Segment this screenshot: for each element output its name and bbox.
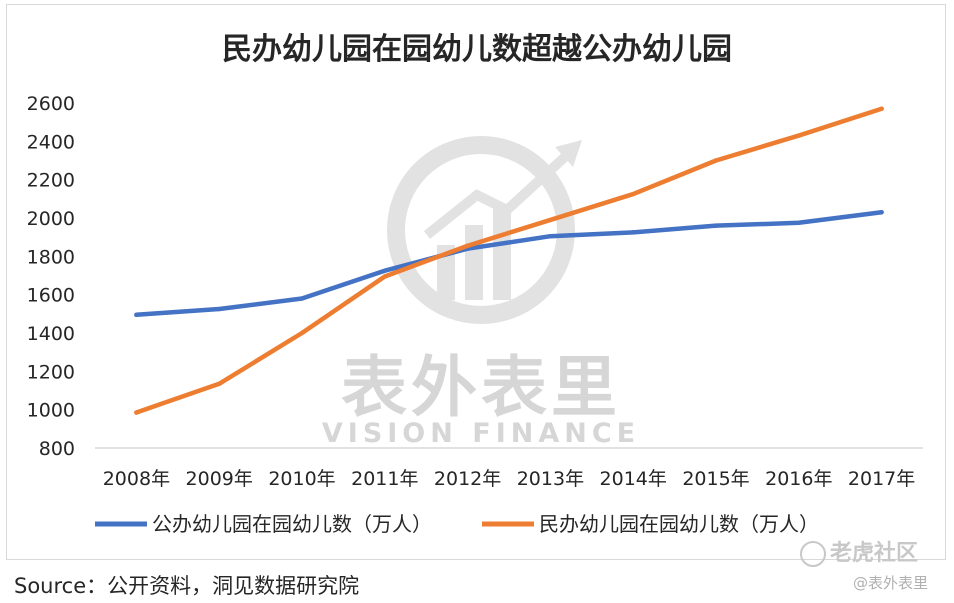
data-point-public	[631, 230, 636, 235]
data-point-public	[713, 223, 719, 228]
x-tick-label: 2013年	[517, 468, 584, 490]
y-tick-label: 1400	[27, 323, 75, 345]
x-tick-label: 2009年	[186, 468, 253, 490]
data-point-public	[382, 268, 387, 273]
x-tick-label: 2010年	[268, 468, 335, 490]
y-tick-label: 2400	[27, 131, 75, 153]
series-layer	[134, 106, 884, 415]
series-line-public	[134, 210, 884, 318]
x-tick-label: 2017年	[848, 468, 915, 490]
data-point-private	[217, 381, 222, 386]
data-point-private	[382, 274, 387, 279]
chart-frame: 表外表里 VISION FINANCE 民办幼儿园在园幼儿数超越公办幼儿园 80…	[6, 4, 946, 560]
legend-label-private: 民办幼儿园在园幼儿数（万人）	[539, 512, 819, 536]
data-point-private	[548, 217, 553, 223]
x-tick-label: 2011年	[351, 468, 418, 490]
data-point-public	[879, 210, 884, 215]
y-axis-ticks: 800 1000 1200 1400 1600 1800 2000 2200 2400 2600	[27, 93, 75, 460]
data-point-public	[548, 234, 553, 239]
data-point-private	[134, 410, 139, 415]
data-point-public	[299, 296, 305, 301]
x-tick-label: 2012年	[434, 468, 501, 490]
series-line-private	[134, 106, 884, 415]
author-watermark: @表外表里	[853, 574, 929, 592]
data-point-public	[796, 220, 801, 225]
y-tick-label: 1600	[27, 285, 75, 307]
watermark-logo-icon	[387, 136, 582, 324]
data-point-private	[713, 158, 719, 163]
data-point-private	[299, 330, 305, 336]
line-chart: 表外表里 VISION FINANCE 民办幼儿园在园幼儿数超越公办幼儿园 80…	[27, 32, 923, 536]
y-tick-label: 1200	[27, 361, 75, 383]
x-axis-ticks: 2008年 2009年 2010年 2011年 2012年 2013年 2014年 2015年…	[103, 468, 916, 490]
x-tick-label: 2015年	[682, 468, 749, 490]
data-point-private	[879, 106, 884, 111]
data-point-public	[217, 306, 222, 312]
data-point-private	[465, 243, 470, 248]
data-point-private	[796, 133, 801, 138]
y-tick-label: 2000	[27, 208, 75, 230]
watermark-en-text: VISION FINANCE	[322, 418, 640, 449]
x-tick-label: 2016年	[765, 468, 832, 490]
legend-label-public: 公办幼儿园在园幼儿数（万人）	[152, 512, 432, 536]
x-tick-label: 2014年	[600, 468, 667, 490]
x-tick-label: 2008年	[103, 468, 170, 490]
source-note: Source：公开资料，洞见数据研究院	[14, 574, 360, 598]
y-tick-label: 1000	[27, 400, 75, 422]
y-tick-label: 800	[39, 438, 75, 460]
legend: 公办幼儿园在园幼儿数（万人） 民办幼儿园在园幼儿数（万人）	[95, 512, 819, 536]
vision-finance-watermark: 表外表里 VISION FINANCE	[322, 136, 640, 449]
laohu-watermark: 老虎社区	[800, 535, 918, 567]
laohu-logo-icon	[800, 541, 826, 567]
y-tick-label: 2200	[27, 170, 75, 192]
y-tick-label: 1800	[27, 246, 75, 268]
chart-title: 民办幼儿园在园幼儿数超越公办幼儿园	[222, 32, 732, 67]
watermark-cn-text: 表外表里	[341, 349, 621, 426]
data-point-private	[631, 191, 636, 197]
laohu-watermark-text: 老虎社区	[830, 541, 919, 566]
y-tick-label: 2600	[27, 93, 75, 115]
data-point-public	[134, 312, 139, 317]
